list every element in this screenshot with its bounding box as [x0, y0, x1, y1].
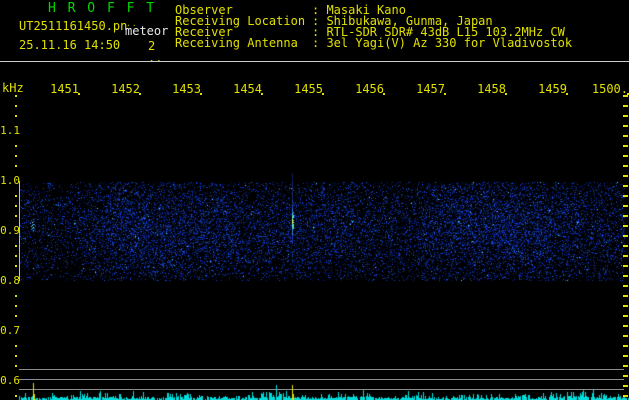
station-name: meteor [125, 24, 169, 38]
info-label: Observer [175, 3, 233, 17]
app-title: H R O F F T [48, 1, 157, 16]
info-value: Masaki Kano [326, 3, 406, 17]
info-value: Shibukawa, Gunma, Japan [326, 14, 493, 28]
colon: : [312, 25, 327, 39]
info-value: RTL-SDR SDR# 43dB L15 103.2MHz CW [326, 25, 565, 39]
info-row-antenna: Receiving Antenna: 3el Yagi(V) Az 330 fo… [175, 36, 573, 50]
info-row-location: Receiving Location: Shibukawa, Gunma, Ja… [175, 14, 572, 28]
info-row-receiver: Receiver: RTL-SDR SDR# 43dB L15 103.2MHz… [175, 25, 572, 39]
record-datetime: 25.11.16 14:50 [19, 38, 121, 52]
colon: : [312, 14, 327, 28]
header-separator [0, 61, 629, 62]
colon: : [312, 36, 327, 50]
info-value: 3el Yagi(V) Az 330 for Vladivostok [326, 36, 573, 50]
file-line: UT2511161450.pn.. meteor [19, 19, 168, 37]
info-label: Receiver [175, 25, 233, 39]
info-row-observer: Observer: Masaki Kano [175, 3, 572, 17]
station-info: Observer: Masaki Kano Receiving Location… [175, 3, 573, 50]
freq-unit-label: kHz [2, 81, 24, 95]
info-label: Receiving Location [175, 14, 306, 28]
output-filename: UT2511161450.pn [19, 19, 128, 33]
date-line: 25.11.16 14:50 2 .. [19, 38, 162, 64]
info-label: Receiving Antenna [175, 36, 298, 50]
colon: : [312, 3, 327, 17]
filename-clip-artifact: .. [126, 19, 138, 28]
